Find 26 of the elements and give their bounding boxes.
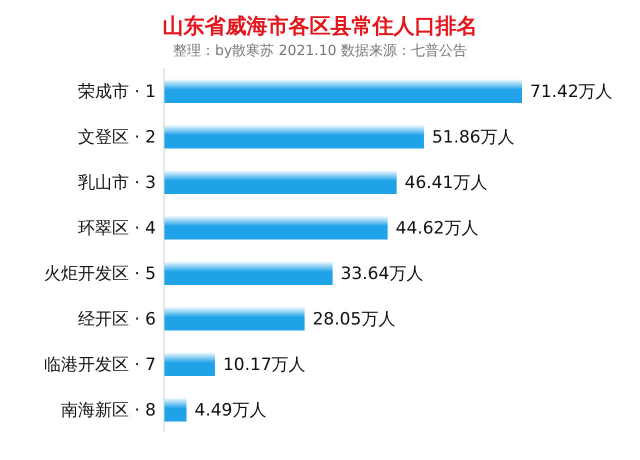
chart-subtitle: 整理：by散寒苏 2021.10 数据来源：七普公告	[172, 42, 468, 60]
y-tick-label: 经开区 · 6	[78, 309, 156, 330]
y-tick-label: 火炬开发区 · 5	[44, 264, 156, 284]
data-label: 46.41万人	[404, 173, 488, 194]
bar	[164, 170, 397, 194]
bar	[164, 216, 388, 240]
bar	[164, 398, 187, 422]
data-label: 10.17万人	[222, 355, 306, 376]
y-tick-label: 临港开发区 · 7	[44, 354, 156, 375]
data-label: 33.64万人	[340, 264, 424, 284]
bar	[164, 306, 305, 330]
y-tick-label: 南海新区 · 8	[60, 400, 156, 420]
data-label: 4.49万人	[194, 400, 266, 421]
y-tick-label: 文登区 · 2	[78, 127, 156, 148]
data-label: 44.62万人	[396, 218, 478, 239]
data-label: 51.86万人	[432, 128, 515, 148]
bar	[164, 261, 333, 285]
y-tick-label: 环翠区 · 4	[78, 218, 156, 238]
bar	[164, 79, 522, 103]
chart-title: 山东省威海市各区县常住人口排名	[162, 13, 478, 40]
bar	[164, 352, 215, 376]
y-tick-label: 荣成市 · 1	[78, 82, 156, 102]
data-label: 28.05万人	[312, 310, 396, 330]
y-tick-label: 乳山市 · 3	[78, 172, 156, 193]
data-label: 71.42万人	[530, 82, 613, 102]
bar	[164, 124, 424, 148]
